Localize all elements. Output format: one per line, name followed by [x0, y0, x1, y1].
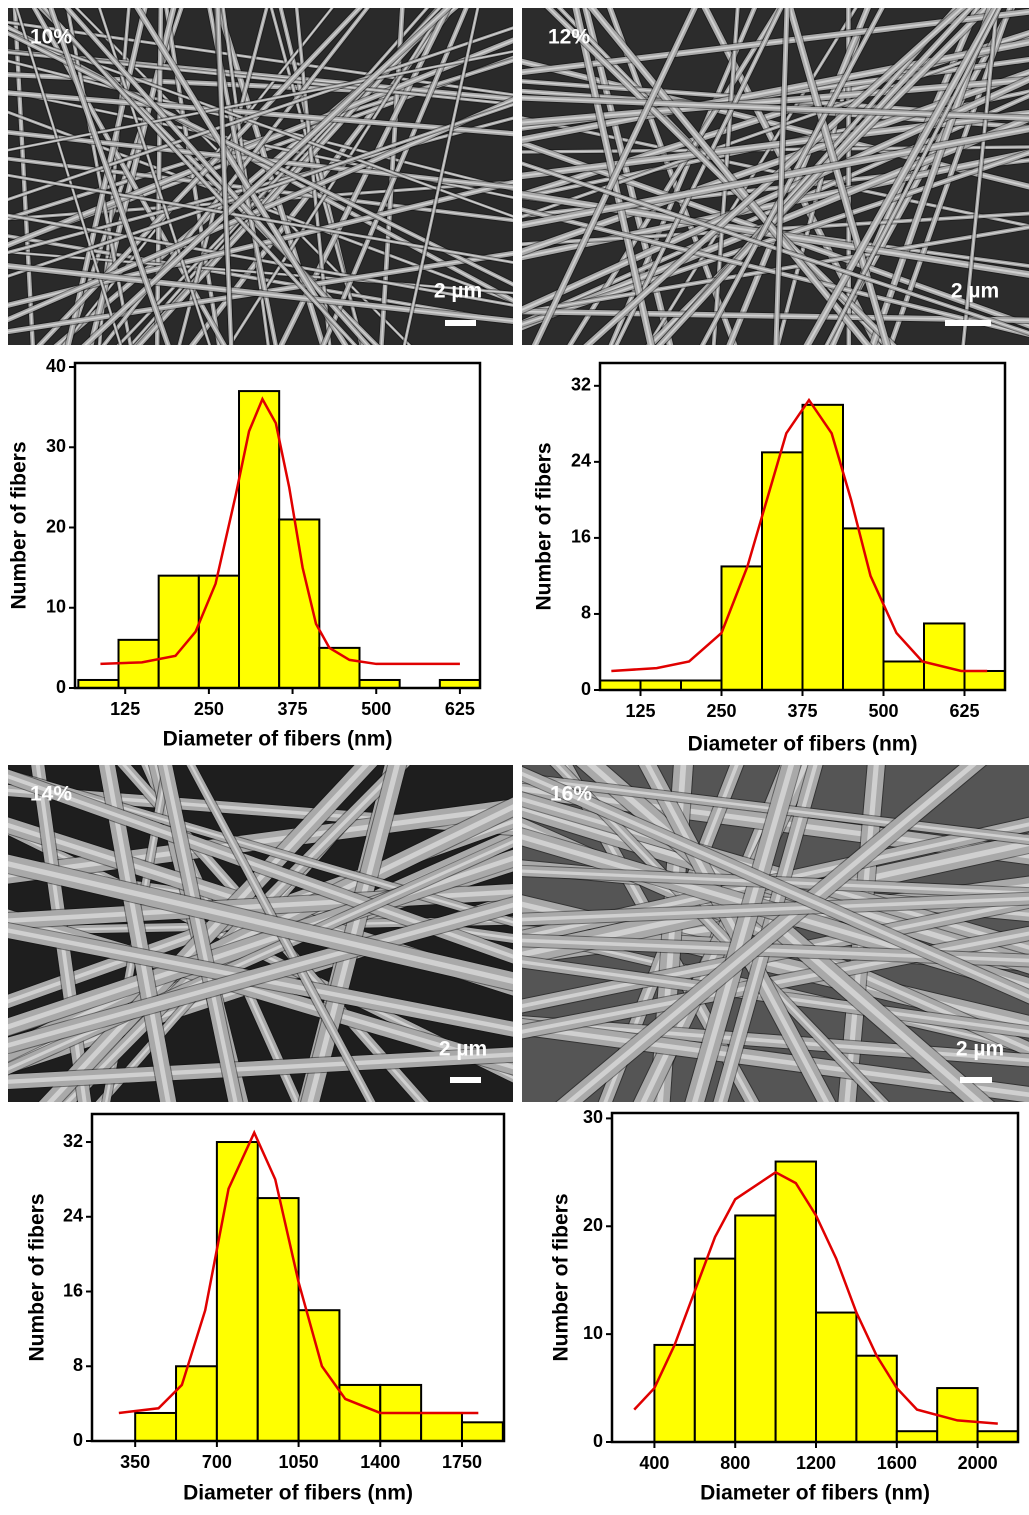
scale-bar [445, 320, 476, 326]
scale-bar-label: 2 µm [956, 1038, 1004, 1061]
x-tick-label: 125 [625, 701, 655, 721]
y-axis-label: Number of fibers [26, 1193, 49, 1361]
bar [159, 576, 199, 688]
bar [897, 1431, 937, 1442]
scale-bar-label: 2 µm [434, 280, 482, 303]
scale-bar-label: 2 µm [951, 280, 999, 303]
x-axis-label: Diameter of fibers (nm) [688, 733, 918, 756]
image-label: 10% [30, 26, 72, 49]
x-tick-label: 800 [720, 1453, 750, 1473]
y-tick-label: 16 [571, 527, 591, 547]
bar [641, 680, 682, 690]
x-tick-label: 700 [202, 1452, 232, 1472]
bar [199, 576, 239, 688]
bar [239, 391, 279, 688]
bar [258, 1198, 299, 1441]
y-tick-label: 20 [46, 516, 66, 536]
y-tick-label: 40 [46, 356, 66, 376]
y-axis-label: Number of fibers [533, 442, 556, 610]
bar [978, 1431, 1018, 1442]
image-label: 16% [550, 783, 592, 806]
y-tick-label: 20 [583, 1215, 603, 1235]
sem-image [0, 745, 533, 1122]
x-tick-label: 500 [868, 701, 898, 721]
x-tick-label: 375 [787, 701, 817, 721]
bar [176, 1366, 217, 1441]
x-tick-label: 1600 [877, 1453, 917, 1473]
y-tick-label: 10 [583, 1323, 603, 1343]
x-tick-label: 400 [639, 1453, 669, 1473]
bar [843, 528, 884, 690]
x-axis-label: Diameter of fibers (nm) [163, 728, 393, 751]
bar [135, 1413, 176, 1441]
y-tick-label: 0 [73, 1430, 83, 1450]
x-axis-label: Diameter of fibers (nm) [700, 1482, 930, 1505]
y-tick-label: 10 [46, 597, 66, 617]
bar [735, 1215, 775, 1442]
y-tick-label: 16 [63, 1280, 83, 1300]
bar [462, 1422, 503, 1441]
bar [924, 623, 965, 690]
y-tick-label: 0 [593, 1431, 603, 1451]
x-tick-label: 250 [706, 701, 736, 721]
x-axis-label: Diameter of fibers (nm) [183, 1482, 413, 1505]
y-tick-label: 32 [63, 1131, 83, 1151]
bar [816, 1313, 856, 1442]
image-label: 14% [30, 783, 72, 806]
image-label: 12% [548, 26, 590, 49]
y-tick-label: 24 [63, 1206, 83, 1226]
x-tick-label: 350 [120, 1452, 150, 1472]
x-tick-label: 1750 [442, 1452, 482, 1472]
sem-image [502, 0, 1029, 365]
bar [722, 566, 763, 690]
x-tick-label: 1200 [796, 1453, 836, 1473]
scale-bar [945, 320, 991, 326]
bar [217, 1142, 258, 1441]
y-tick-label: 0 [581, 679, 591, 699]
y-tick-label: 30 [583, 1107, 603, 1127]
x-tick-label: 2000 [958, 1453, 998, 1473]
y-tick-label: 0 [56, 677, 66, 697]
y-axis-label: Number of fibers [550, 1193, 573, 1361]
bar [299, 1310, 340, 1441]
bar [965, 671, 1006, 690]
bar [937, 1388, 977, 1442]
figure: 10% 2 µm 12% 2 µm 14% 2 µm 16% 2 µm 0 10 20 30 40 125… [0, 0, 1029, 1515]
y-tick-label: 30 [46, 436, 66, 456]
bar [600, 680, 641, 690]
bar [884, 661, 925, 690]
bar [654, 1345, 694, 1442]
y-tick-label: 24 [571, 451, 591, 471]
bar [339, 1385, 380, 1441]
bar [681, 680, 722, 690]
x-tick-label: 625 [445, 699, 475, 719]
x-tick-label: 1400 [360, 1452, 400, 1472]
y-tick-label: 8 [581, 603, 591, 623]
x-tick-label: 500 [361, 699, 391, 719]
sem-image [0, 0, 533, 365]
bar [695, 1259, 735, 1442]
scale-bar [450, 1077, 481, 1083]
x-tick-label: 625 [949, 701, 979, 721]
bar [762, 452, 803, 690]
x-tick-label: 125 [110, 699, 140, 719]
scale-bar-label: 2 µm [439, 1038, 487, 1061]
bar [421, 1413, 462, 1441]
scale-bar [960, 1077, 992, 1083]
bar [856, 1356, 896, 1442]
x-tick-label: 375 [278, 699, 308, 719]
y-tick-label: 8 [73, 1355, 83, 1375]
x-tick-label: 250 [194, 699, 224, 719]
y-axis-label: Number of fibers [8, 441, 31, 609]
y-tick-label: 32 [571, 375, 591, 395]
x-tick-label: 1050 [279, 1452, 319, 1472]
